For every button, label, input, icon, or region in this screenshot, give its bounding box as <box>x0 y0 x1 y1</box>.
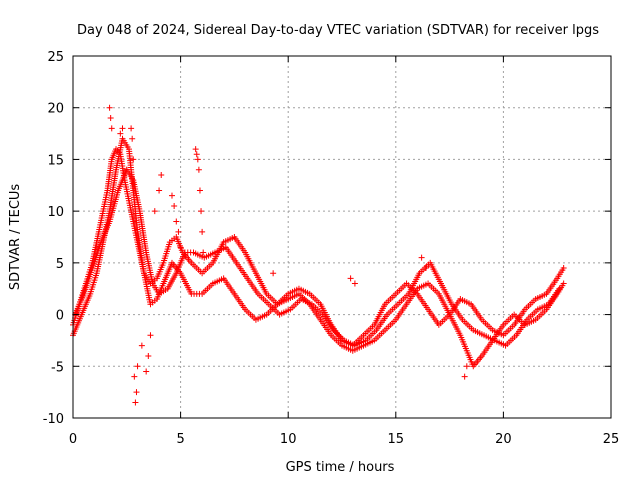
data-point-series-4 <box>173 218 180 225</box>
data-point-series-1 <box>560 265 567 272</box>
data-point-series-4 <box>199 228 206 235</box>
data-point-series-4 <box>168 192 175 199</box>
y-tick-label: 10 <box>47 205 64 220</box>
grid <box>73 56 611 418</box>
data-point-series-4 <box>171 202 178 209</box>
data-point-series-4 <box>351 280 358 287</box>
y-tick-label: -5 <box>51 360 64 375</box>
data-point-series-4 <box>128 125 135 132</box>
data-point-series-4 <box>418 254 425 261</box>
data-point-series-4 <box>175 228 182 235</box>
data-point-series-4 <box>130 156 137 163</box>
data-point-series-2 <box>560 280 567 287</box>
y-axis-label: SDTVAR / TECUs <box>8 184 23 291</box>
data-point-series-4 <box>198 208 205 215</box>
x-axis-label: GPS time / hours <box>286 460 395 475</box>
data-point-series-4 <box>196 187 203 194</box>
data-point-series-4 <box>132 399 139 406</box>
data-point-series-4 <box>151 208 158 215</box>
data-point-series-4 <box>108 125 115 132</box>
y-tick-label: 0 <box>56 309 64 324</box>
data-points <box>70 104 567 406</box>
data-point-series-4 <box>119 125 126 132</box>
data-point-series-4 <box>158 171 165 178</box>
y-tick-label: -10 <box>43 412 64 427</box>
data-point-series-4 <box>107 115 114 122</box>
data-point-series-4 <box>270 270 277 277</box>
data-point-series-4 <box>147 332 154 339</box>
data-point-series-4 <box>143 368 150 375</box>
y-tick-label: 20 <box>47 102 64 117</box>
data-point-series-3 <box>556 285 563 292</box>
y-tick-label: 15 <box>47 153 64 168</box>
data-point-series-4 <box>192 146 199 153</box>
data-point-series-4 <box>177 244 184 251</box>
data-point-series-4 <box>145 352 152 359</box>
x-tick-label: 25 <box>603 432 620 447</box>
x-tick-label: 0 <box>69 432 77 447</box>
data-point-series-4 <box>131 373 138 380</box>
data-point-series-4 <box>156 187 163 194</box>
data-point-series-4 <box>461 373 468 380</box>
data-point-series-4 <box>117 130 124 137</box>
plot-frame <box>72 55 612 419</box>
data-point-series-4 <box>193 151 200 158</box>
data-point-series-4 <box>422 265 429 272</box>
data-point-series-4 <box>463 363 470 370</box>
x-tick-label: 5 <box>176 432 184 447</box>
y-tick-label: 25 <box>47 50 64 65</box>
data-point-series-4 <box>194 156 201 163</box>
data-point-series-4 <box>195 166 202 173</box>
x-tick-label: 10 <box>280 432 297 447</box>
data-point-series-4 <box>129 135 136 142</box>
x-tick-label: 15 <box>388 432 405 447</box>
data-point-series-4 <box>138 342 145 349</box>
data-point-series-4 <box>123 166 130 173</box>
axis-ticks: 0 5 10 15 20 25 -10 -5 0 5 10 15 20 25 <box>43 50 620 447</box>
chart-title: Day 048 of 2024, Sidereal Day-to-day VTE… <box>77 23 599 38</box>
y-tick-label: 5 <box>56 257 64 272</box>
data-point-series-4 <box>106 104 113 111</box>
data-point-series-4 <box>347 275 354 282</box>
data-point-series-4 <box>200 249 207 256</box>
data-point-series-4 <box>134 363 141 370</box>
data-point-series-4 <box>133 389 140 396</box>
x-tick-label: 20 <box>495 432 512 447</box>
